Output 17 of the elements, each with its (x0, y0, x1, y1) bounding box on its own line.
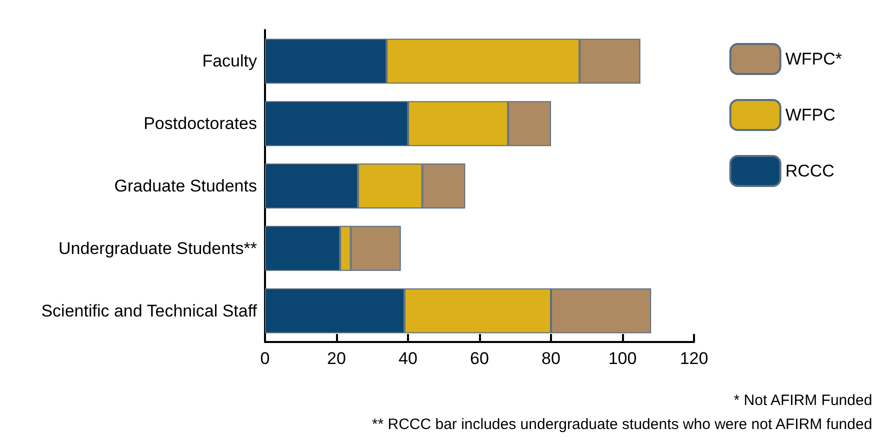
y-tick-label: Graduate Students (114, 176, 257, 196)
x-tick-label: 60 (470, 349, 489, 368)
x-tick-label: 120 (680, 349, 708, 368)
x-tick-label: 80 (542, 349, 560, 368)
text: * Not AFIRM Funded (734, 392, 872, 409)
x-tick-label: 0 (260, 349, 270, 368)
x-tick-label: 20 (327, 349, 346, 368)
y-tick-label: Scientific and Technical Staff (41, 301, 258, 320)
y-tick-label: Faculty (202, 52, 258, 71)
x-tick-label: 100 (608, 349, 637, 368)
legend-label: WFPC (785, 106, 836, 124)
y-tick-label: Postdoctorates (144, 114, 257, 134)
y-tick-label: Undergraduate Students** (58, 238, 258, 258)
legend-label: WFPC* (785, 50, 842, 68)
legend-label: RCCC (785, 162, 834, 180)
x-tick-label: 40 (398, 349, 418, 368)
text: ** RCCC bar includes undergraduate students who were not AFIRM funded (372, 416, 872, 433)
